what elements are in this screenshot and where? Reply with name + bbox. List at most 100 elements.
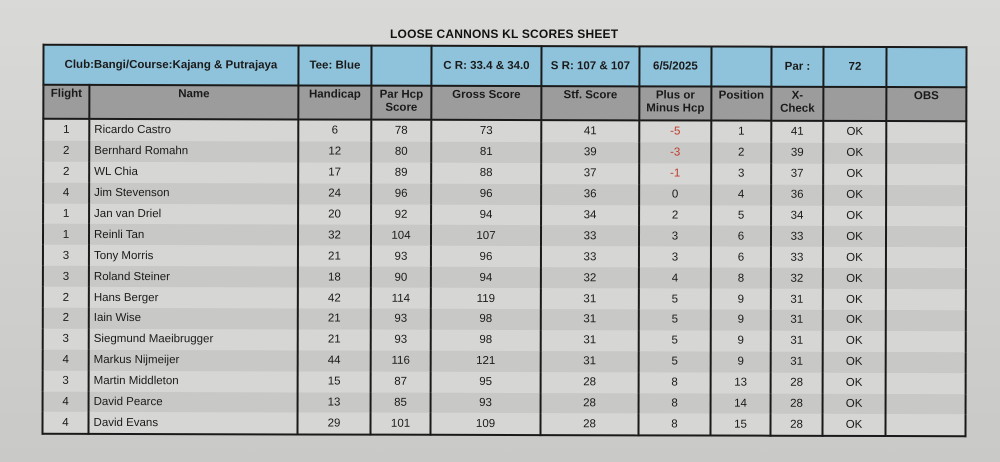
club-course: Club:Bangi/Course:Kajang & Putrajaya [43, 44, 299, 86]
cell-obs [886, 163, 967, 185]
cell-gross-score: 109 [430, 413, 541, 436]
cell-handicap: 29 [297, 412, 371, 436]
cell-x-check: 34 [771, 205, 824, 227]
cell-handicap: 21 [297, 245, 371, 267]
cell-obs [885, 330, 966, 353]
info-row: Club:Bangi/Course:Kajang & Putrajaya Tee… [43, 44, 967, 88]
cell-handicap: 32 [297, 224, 372, 246]
cell-stf-score: 34 [541, 204, 640, 226]
cell-par-hcp-score: 87 [370, 371, 431, 393]
cell-handicap: 12 [298, 141, 372, 163]
cell-x-check: 33 [770, 226, 824, 248]
cell-obs [886, 120, 967, 144]
cell-obs [885, 351, 966, 373]
tee: Tee: Blue [298, 45, 372, 86]
cell-flight: 4 [42, 391, 89, 413]
cell-par-hcp-score: 104 [370, 225, 432, 247]
cell-plus-minus-hcp: -5 [639, 120, 712, 143]
cell-check-status: OK [823, 163, 887, 185]
header-obs: OBS [886, 86, 967, 122]
cell-check-status: OK [822, 288, 886, 311]
cell-handicap: 18 [297, 266, 371, 288]
cell-name: Hans Berger [88, 287, 298, 309]
cell-position: 9 [710, 351, 771, 373]
cell-x-check: 41 [771, 120, 824, 143]
cell-position: 4 [711, 184, 772, 206]
cell-par-hcp-score: 92 [371, 204, 432, 226]
cell-name: Reinli Tan [88, 224, 299, 246]
cell-flight: 4 [42, 412, 89, 435]
cell-check-status: OK [822, 268, 886, 290]
header-name: Name [89, 84, 299, 120]
header-handicap: Handicap [298, 85, 372, 120]
table-row: 1 Jan van Driel 20 92 94 34 2 5 34 OK [43, 203, 967, 227]
cell-x-check: 32 [770, 267, 823, 289]
cell-obs [885, 372, 966, 394]
cell-x-check: 31 [770, 309, 823, 331]
cell-plus-minus-hcp: -3 [639, 142, 712, 164]
cell-stf-score: 31 [540, 350, 639, 373]
table-row: 1 Reinli Tan 32 104 107 33 3 6 33 OK [42, 224, 967, 248]
cell-par-hcp-score: 93 [370, 308, 431, 330]
cell-par-hcp-score: 93 [370, 245, 431, 268]
cell-handicap: 6 [298, 119, 372, 142]
cell-flight: 1 [43, 203, 90, 225]
cell-x-check: 33 [770, 247, 823, 269]
cell-flight: 1 [42, 224, 90, 246]
cell-obs [885, 289, 966, 311]
cell-check-status: OK [822, 393, 886, 415]
table-row: 4 Markus Nijmeijer 44 116 121 31 5 9 31 OK [42, 349, 966, 373]
cell-gross-score: 98 [430, 329, 541, 351]
cell-x-check: 28 [770, 414, 823, 437]
cell-position: 14 [710, 393, 771, 415]
cell-gross-score: 121 [430, 350, 541, 372]
header-x-check: X-Check [771, 86, 824, 121]
cell-handicap: 20 [298, 204, 372, 226]
cell-plus-minus-hcp: 4 [638, 267, 711, 289]
cell-stf-score: 28 [540, 413, 639, 436]
table-row: 2 Bernhard Romahn 12 80 81 39 -3 2 39 OK [43, 140, 967, 164]
cell-plus-minus-hcp: 8 [638, 372, 711, 394]
cell-par-hcp-score: 85 [370, 392, 431, 414]
cell-position: 6 [710, 225, 772, 248]
cell-handicap: 21 [297, 308, 371, 330]
cell-name: Siegmund Maeibrugger [88, 328, 298, 351]
blank-cell [711, 46, 772, 87]
table-row: 1 Ricardo Castro 6 78 73 41 -5 1 41 OK [43, 118, 967, 144]
cell-gross-score: 93 [430, 392, 541, 414]
cell-handicap: 42 [297, 287, 371, 309]
cell-stf-score: 33 [540, 225, 640, 247]
cell-par-hcp-score: 101 [370, 413, 431, 436]
cell-gross-score: 96 [431, 183, 542, 205]
table-row: 3 Tony Morris 21 93 96 33 3 6 33 OK [42, 245, 966, 269]
cell-handicap: 13 [297, 392, 371, 414]
table-row: 2 Hans Berger 42 114 119 31 5 9 31 OK [42, 286, 966, 311]
cell-name: David Pearce [88, 391, 298, 413]
cell-flight: 2 [42, 286, 89, 308]
cell-check-status: OK [822, 372, 886, 394]
header-plus-minus-hcp: Plus or Minus Hcp [639, 86, 712, 121]
cell-name: Martin Middleton [88, 370, 298, 393]
cell-obs [885, 268, 966, 290]
cell-obs [885, 247, 966, 269]
cell-check-status: OK [823, 205, 887, 227]
table-row: 4 David Evans 29 101 109 28 8 15 28 OK [42, 412, 966, 437]
cell-gross-score: 81 [431, 141, 542, 163]
scores-table: Club:Bangi/Course:Kajang & Putrajaya Tee… [41, 44, 967, 438]
cell-name: Markus Nijmeijer [88, 349, 298, 372]
cell-stf-score: 36 [541, 183, 640, 205]
cell-gross-score: 73 [431, 119, 542, 142]
slope-rating: S R: 107 & 107 [541, 46, 640, 87]
date: 6/5/2025 [639, 46, 712, 87]
par-label: Par : [771, 46, 824, 87]
header-par-hcp-score: Par Hcp Score [371, 85, 432, 120]
cell-par-hcp-score: 78 [371, 119, 432, 142]
cell-position: 6 [710, 246, 771, 268]
cell-position: 13 [710, 372, 771, 394]
cell-x-check: 39 [771, 142, 824, 164]
cell-position: 3 [711, 163, 772, 185]
cell-name: Iain Wise [88, 307, 298, 330]
cell-position: 9 [710, 309, 771, 331]
cell-flight: 4 [43, 182, 90, 204]
cell-check-status: OK [822, 247, 886, 269]
